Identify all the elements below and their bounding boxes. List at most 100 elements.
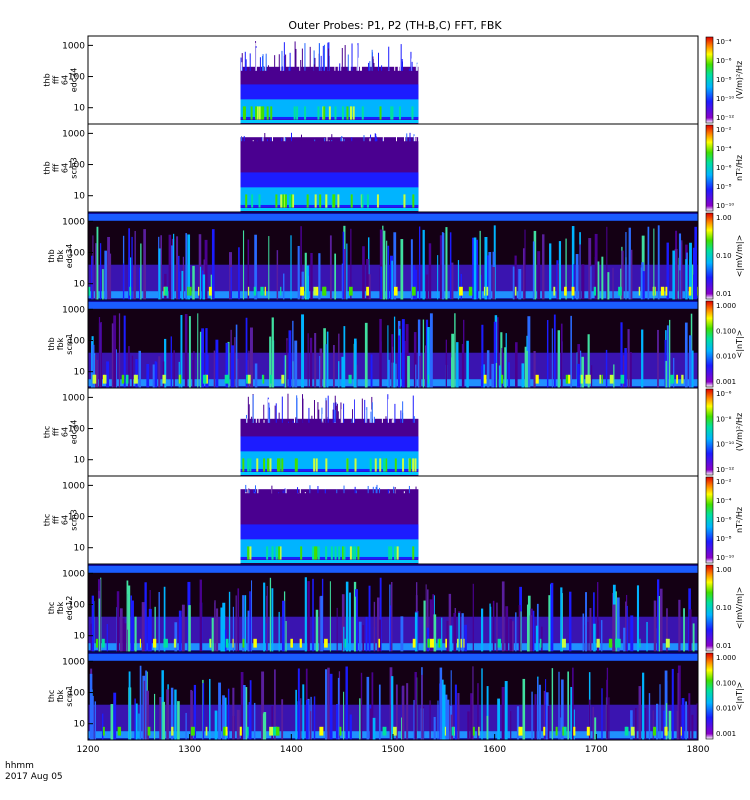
colorbar-label: (V/m)²/Hz: [735, 413, 744, 451]
ylabel-line: scm1: [65, 333, 74, 354]
panel-thc-fff-edc34: 10 100 1000 thc fff 64 edc34 10⁻⁶ 10⁻⁸ 10⁻¹⁰ 10⁻¹²…: [43, 387, 744, 477]
panel-thb-fbk-scm1: 10 100 1000 thb fbk scm1 1.000 0.100 0.010 0.001 <…: [47, 299, 744, 389]
y-tick-label: 100: [68, 73, 85, 83]
colorbar-label: nT²/Hz: [735, 155, 744, 181]
colorbar-tick-label: 0.100: [716, 679, 736, 687]
panel-thc-fff-scm3: 10 100 1000 thc fff 64 scm3 10⁻² 10⁻⁴ 10⁻⁶ 10⁻⁸ 10⁻…: [43, 475, 744, 565]
colorbar-tick-label: 10⁻⁸: [716, 415, 732, 423]
ylabel-line: 64: [61, 515, 70, 525]
colorbar-tick-label: 10⁻⁸: [716, 76, 732, 84]
ylabel-line: fff: [52, 428, 61, 437]
colorbar-tick-label: 1.000: [716, 654, 736, 662]
y-tick-label: 10: [74, 104, 86, 114]
colorbar-tick-label: 0.01: [716, 642, 732, 650]
ylabel-line: scm1: [65, 685, 74, 706]
ylabel-line: fbk: [56, 689, 65, 702]
ylabel-line: edc34: [65, 244, 74, 269]
ylabel-line: 64: [61, 163, 70, 173]
y-tick-label: 10: [74, 720, 86, 730]
x-tick-label: 1700: [585, 745, 608, 755]
y-tick-label: 1000: [62, 41, 85, 51]
spectrogram-image: [240, 393, 419, 476]
colorbar-tick-label: 10⁻⁶: [716, 57, 732, 65]
ylabel-line: fbk: [56, 337, 65, 350]
panel-ylabel: thc fff 64 edc34: [43, 420, 79, 445]
ylabel-line: 64: [61, 75, 70, 85]
colorbar-tick-label: 10⁻⁶: [716, 164, 732, 172]
ylabel-line: thc: [43, 426, 52, 439]
panel-thb-fff-edc34: 10 100 1000 thb fff 64 edc34 10⁻⁴ 10⁻⁶ 10⁻⁸ 10⁻¹⁰ 1…: [43, 35, 744, 125]
spectrogram-image: [88, 212, 699, 300]
colorbar-tick-label: 0.010: [716, 705, 736, 713]
ylabel-line: fff: [52, 516, 61, 525]
ylabel-line: scm3: [70, 157, 79, 178]
colorbar-tick-label: 10⁻¹²: [716, 114, 734, 122]
ylabel-line: thb: [43, 161, 52, 174]
spectrogram-image: [88, 564, 698, 652]
panel-ylabel: thc fbk scm1: [47, 685, 74, 706]
colorbar-label: (V/m)²/Hz: [735, 61, 744, 99]
panel-ylabel: thc fff 64 scm3: [43, 509, 79, 530]
colorbar: [705, 652, 714, 740]
panel-thc-fbk-scm1: 10 100 1000 thc fbk scm1 1.000 0.100 0.010 0.001 <…: [47, 651, 744, 741]
colorbar-label: <|mV/m|>: [735, 587, 744, 630]
colorbar-label: nT²/Hz: [735, 507, 744, 533]
y-tick-label: 100: [68, 513, 85, 523]
ylabel-line: thb: [47, 249, 56, 262]
ylabel-line: fff: [52, 164, 61, 173]
y-tick-label: 100: [68, 249, 85, 259]
y-tick-label: 10: [74, 368, 86, 378]
colorbar-tick-label: 10⁻²: [716, 478, 732, 486]
spectrogram-image: [88, 300, 698, 388]
y-tick-label: 10: [74, 280, 86, 290]
ylabel-line: thc: [43, 514, 52, 527]
y-tick-label: 1000: [62, 657, 85, 667]
x-tick-label: 1200: [77, 745, 100, 755]
spectrogram-image: [240, 41, 419, 124]
colorbar-label: <|nT|>: [735, 682, 744, 711]
colorbar-tick-label: 10⁻⁸: [716, 183, 732, 191]
colorbar: [705, 124, 714, 212]
y-tick-label: 100: [68, 161, 85, 171]
colorbar-tick-label: 10⁻⁴: [716, 497, 732, 505]
colorbar-label: <|nT|>: [735, 330, 744, 359]
colorbar-tick-label: 0.01: [716, 290, 732, 298]
y-tick-label: 100: [68, 425, 85, 435]
ylabel-line: scm3: [70, 509, 79, 530]
date-label: 2017 Aug 05: [5, 772, 63, 782]
ylabel-line: fbk: [56, 601, 65, 614]
colorbar-tick-label: 1.00: [716, 214, 732, 222]
panel-ylabel: thb fbk edc34: [47, 244, 74, 269]
y-tick-label: 10: [74, 632, 86, 642]
y-tick-label: 10: [74, 192, 86, 202]
y-tick-label: 1000: [62, 129, 85, 139]
colorbar-tick-label: 10⁻¹⁰: [716, 202, 734, 210]
colorbar-tick-label: 10⁻¹⁰: [716, 554, 734, 562]
colorbar: [705, 564, 714, 652]
spectrogram-image: [88, 652, 699, 740]
colorbar-tick-label: 1.00: [716, 566, 732, 574]
ylabel-line: 64: [61, 427, 70, 437]
y-tick-label: 10: [74, 456, 86, 466]
x-tick-label: 1600: [483, 745, 506, 755]
colorbar-tick-label: 0.10: [716, 604, 732, 612]
ylabel-line: fbk: [56, 249, 65, 262]
panel-ylabel: thb fbk scm1: [47, 333, 74, 354]
spectrogram-image: [240, 484, 419, 564]
colorbar-tick-label: 10⁻⁴: [716, 145, 732, 153]
y-tick-label: 1000: [62, 217, 85, 227]
ylabel-line: thc: [47, 690, 56, 703]
colorbar: [705, 36, 714, 124]
chart-title: Outer Probes: P1, P2 (TH-B,C) FFT, FBK: [288, 19, 502, 32]
y-tick-label: 100: [68, 689, 85, 699]
panel-ylabel: thb fff 64 scm3: [43, 157, 79, 178]
colorbar-tick-label: 10⁻²: [716, 126, 732, 134]
colorbar-tick-label: 10⁻⁸: [716, 535, 732, 543]
x-tick-label: 1300: [178, 745, 201, 755]
y-tick-label: 100: [68, 337, 85, 347]
y-tick-label: 1000: [62, 393, 85, 403]
x-tick-label: 1800: [687, 745, 710, 755]
colorbar: [705, 300, 714, 388]
